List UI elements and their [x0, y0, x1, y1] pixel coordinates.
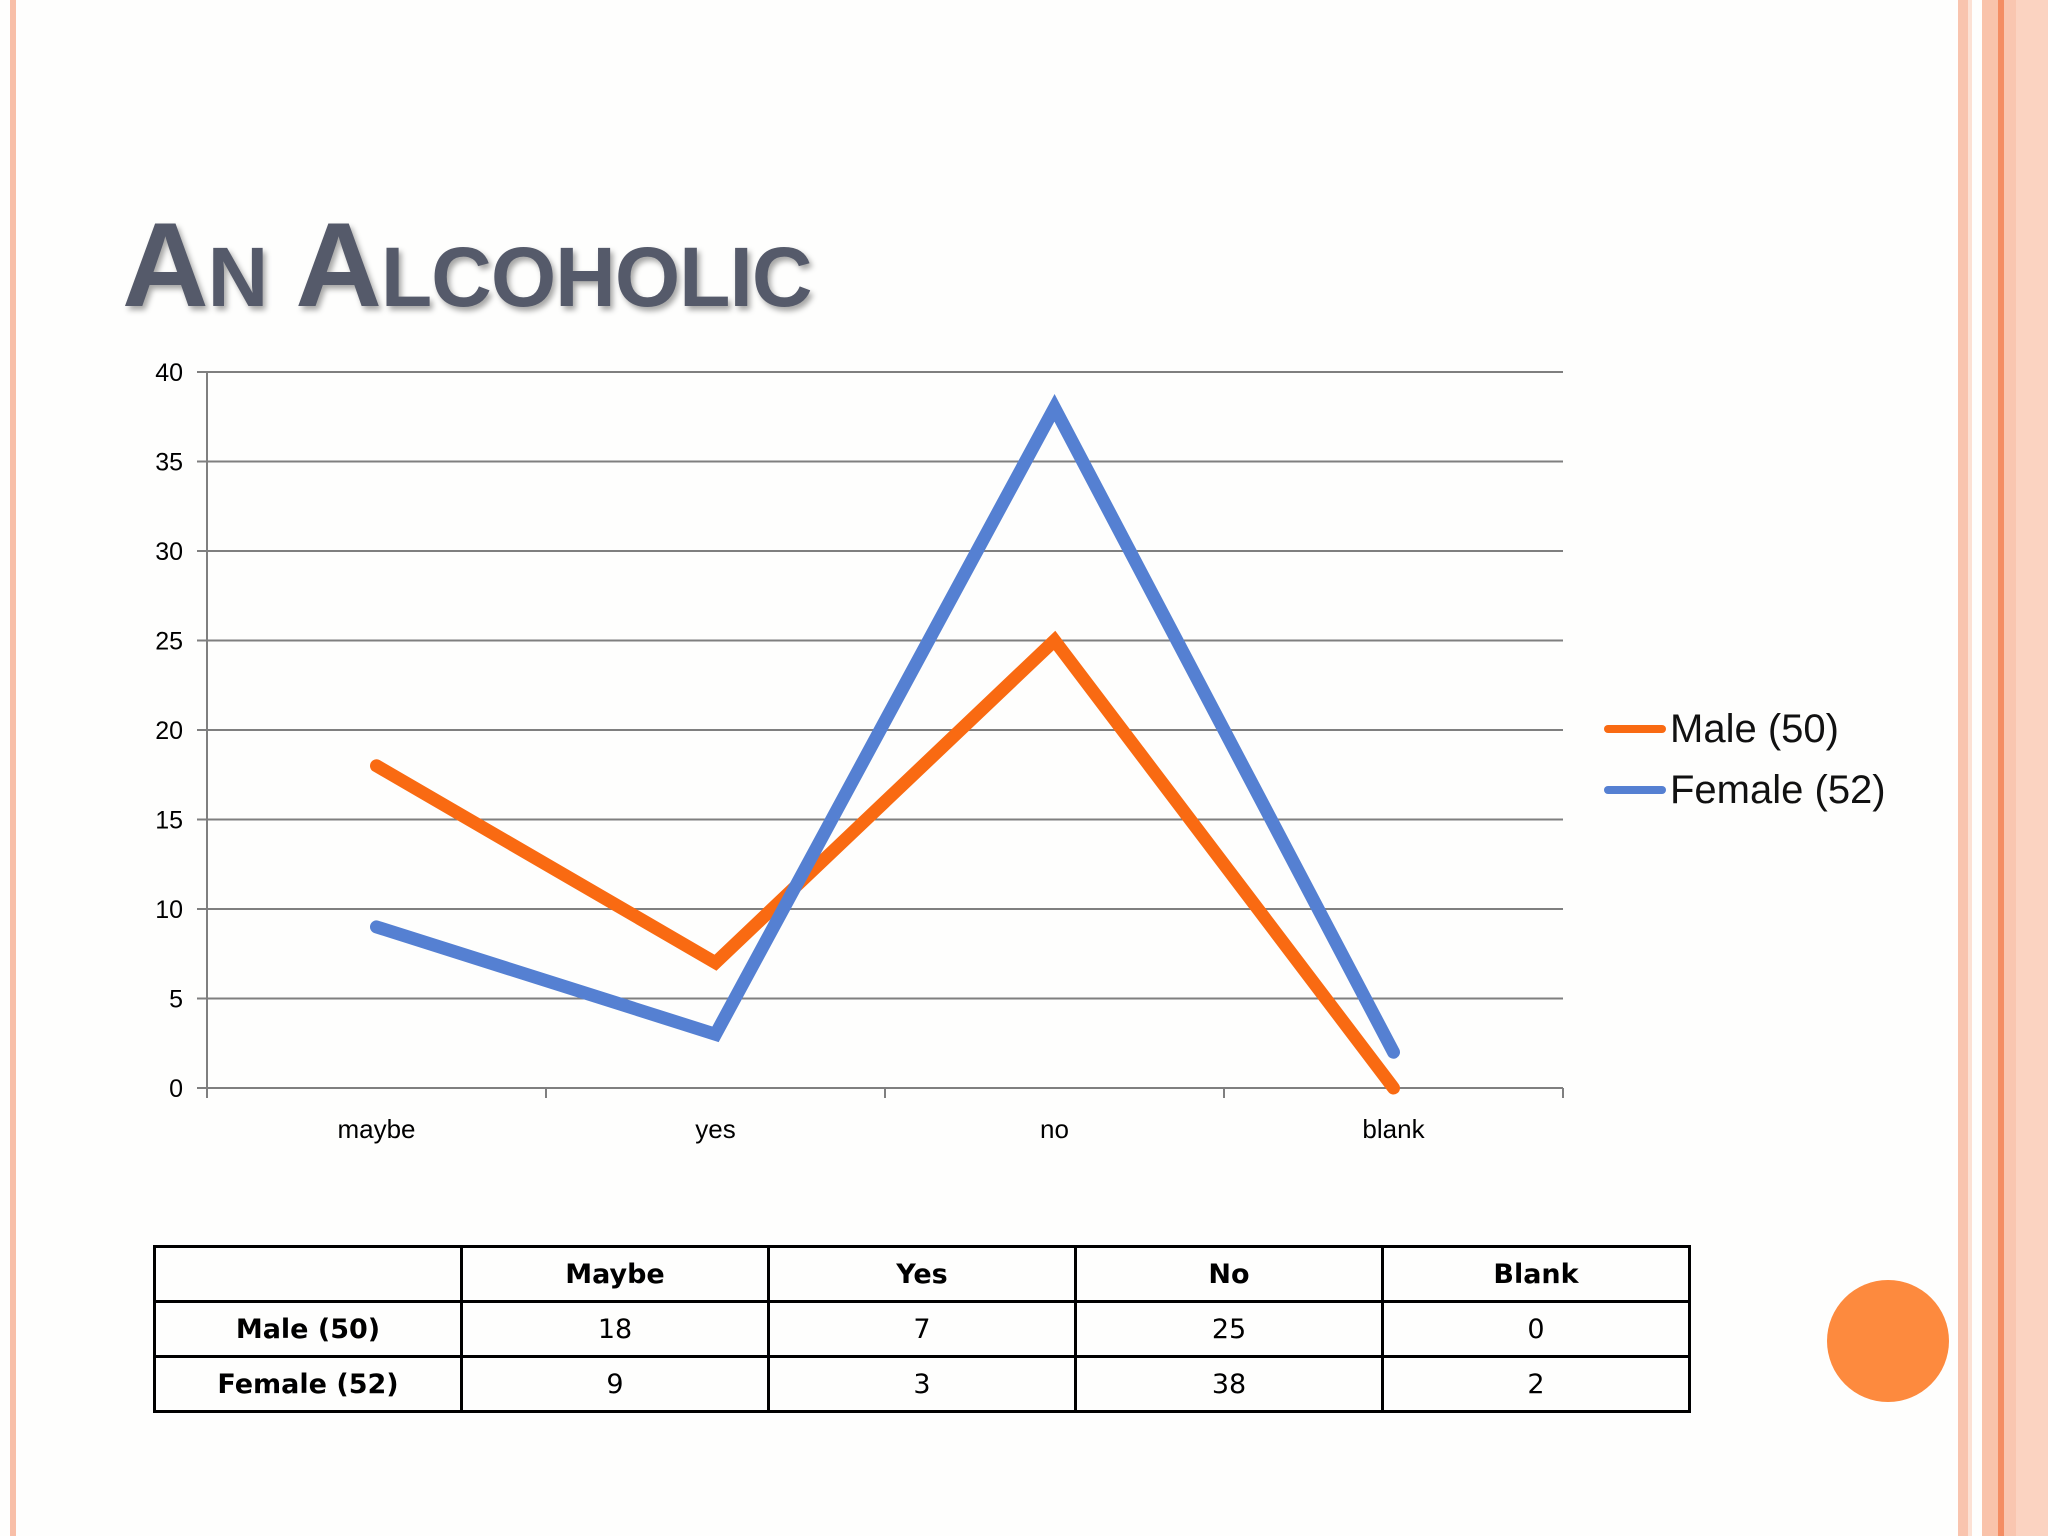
data-table: Maybe Yes No Blank Male (50) 18 7 25 0 F…	[153, 1245, 1691, 1413]
right-frame-stripe	[2016, 0, 2048, 1536]
table-header-row: Maybe Yes No Blank	[153, 1245, 1691, 1303]
table-row: Male (50) 18 7 25 0	[153, 1300, 1691, 1358]
table-cell: 25	[1074, 1300, 1384, 1358]
table-header-cell	[153, 1245, 463, 1303]
y-tick-label: 40	[155, 359, 183, 387]
data-point	[1053, 639, 1056, 642]
y-tick-label: 0	[169, 1075, 183, 1103]
x-tick-label: blank	[1362, 1114, 1425, 1144]
table-header-cell: No	[1074, 1245, 1384, 1303]
x-tick-label: no	[1040, 1114, 1069, 1144]
table-row-label: Female (52)	[153, 1355, 463, 1413]
left-frame-stripe	[10, 0, 16, 1536]
legend-item-female: Female (52)	[1604, 765, 1886, 815]
right-frame-stripe	[1982, 0, 1998, 1536]
data-point	[1392, 1051, 1395, 1054]
table-cell: 7	[767, 1300, 1077, 1358]
y-tick-label: 30	[155, 538, 183, 566]
y-tick-label: 10	[155, 896, 183, 924]
x-tick-label: maybe	[337, 1114, 415, 1144]
data-point	[375, 764, 378, 767]
series-line-female	[370, 393, 1400, 1059]
legend-item-male: Male (50)	[1604, 704, 1839, 754]
legend-swatch-male	[1604, 725, 1666, 733]
data-point	[714, 961, 717, 964]
table-cell: 9	[460, 1355, 770, 1413]
x-tick-label: yes	[695, 1114, 735, 1144]
table-row-label: Male (50)	[153, 1300, 463, 1358]
table-row: Female (52) 9 3 38 2	[153, 1355, 1691, 1413]
decorative-orb	[1827, 1280, 1949, 1402]
legend-label-male: Male (50)	[1670, 706, 1839, 751]
data-point	[375, 925, 378, 928]
right-frame-stripe	[1998, 0, 2004, 1536]
right-frame-stripe	[1958, 0, 1968, 1536]
y-tick-label: 35	[155, 449, 183, 477]
table-header-cell: Yes	[767, 1245, 1077, 1303]
table-cell: 38	[1074, 1355, 1384, 1413]
right-frame-stripe	[2004, 0, 2016, 1536]
legend-swatch-female	[1604, 786, 1666, 794]
table-header-cell: Maybe	[460, 1245, 770, 1303]
table-header-cell: Blank	[1381, 1245, 1691, 1303]
y-tick-label: 20	[155, 717, 183, 745]
legend-label-female: Female (52)	[1670, 767, 1886, 812]
series-line-male	[370, 630, 1400, 1095]
y-tick-label: 5	[169, 986, 183, 1014]
data-point	[1053, 406, 1056, 409]
table-cell: 18	[460, 1300, 770, 1358]
data-point	[714, 1033, 717, 1036]
y-tick-label: 25	[155, 628, 183, 656]
y-tick-label: 15	[155, 807, 183, 835]
table-cell: 0	[1381, 1300, 1691, 1358]
right-frame-stripe	[1968, 0, 1972, 1536]
slide-title: An Alcoholic	[122, 198, 812, 332]
table-cell: 2	[1381, 1355, 1691, 1413]
data-point	[1392, 1087, 1395, 1089]
table-cell: 3	[767, 1355, 1077, 1413]
